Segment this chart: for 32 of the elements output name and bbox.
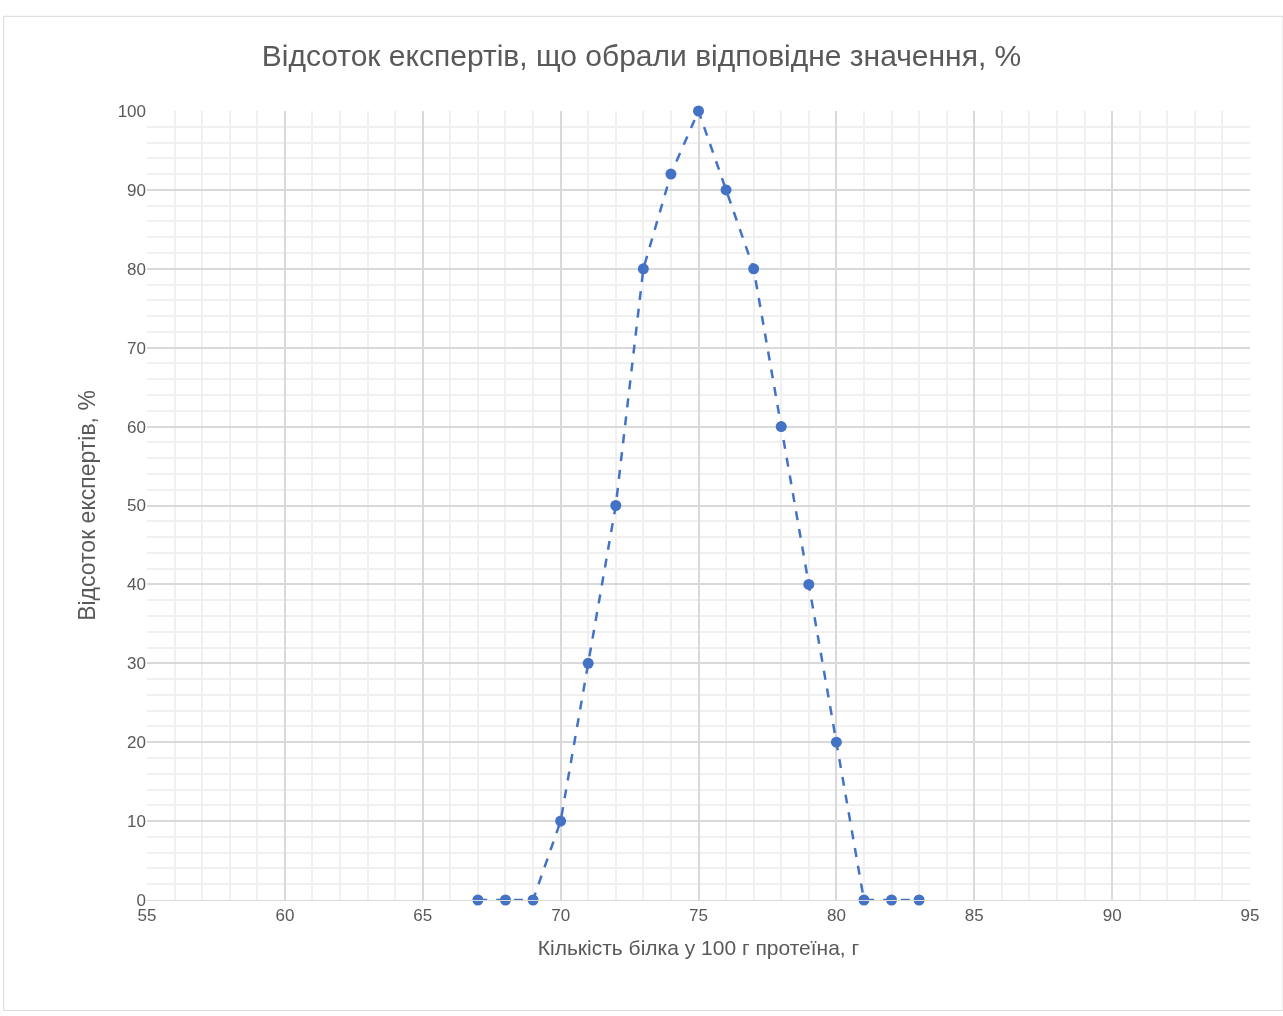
y-tick-label: 70 <box>127 338 146 358</box>
x-tick-label: 95 <box>1240 906 1260 926</box>
y-tick-label: 100 <box>117 101 146 121</box>
y-tick-label: 40 <box>127 575 146 595</box>
point <box>693 105 704 117</box>
point <box>610 500 622 511</box>
x-tick-label: 85 <box>964 906 984 926</box>
point <box>637 263 649 275</box>
y-tick-label: 10 <box>127 812 146 832</box>
x-tick-label: 90 <box>1102 906 1122 926</box>
y-tick-label: 90 <box>127 180 146 200</box>
point <box>665 168 677 180</box>
x-tick-label: 65 <box>413 906 433 926</box>
y-tick-label: 80 <box>127 259 146 279</box>
x-tick-label: 60 <box>275 906 295 926</box>
point <box>830 736 842 748</box>
x-tick-label: 70 <box>551 906 571 926</box>
y-tick-label: 50 <box>127 496 146 516</box>
point <box>555 815 567 827</box>
chart-title: Відсоток експертів, що обрали відповідне значення, % <box>261 39 1022 73</box>
y-tick-label: 30 <box>127 654 146 674</box>
point <box>775 421 787 433</box>
x-axis-title: Кількість білка у 100 г протеїна, г <box>537 935 860 959</box>
y-tick-label: 60 <box>127 417 146 437</box>
point <box>748 263 760 275</box>
point <box>720 184 732 196</box>
y-axis-title: Відсоток експертів, % <box>74 390 101 621</box>
x-tick-label: 75 <box>689 906 708 926</box>
point <box>582 657 594 669</box>
x-tick-label: 80 <box>826 906 846 926</box>
point <box>803 578 815 590</box>
y-tick-label: 20 <box>127 733 146 753</box>
